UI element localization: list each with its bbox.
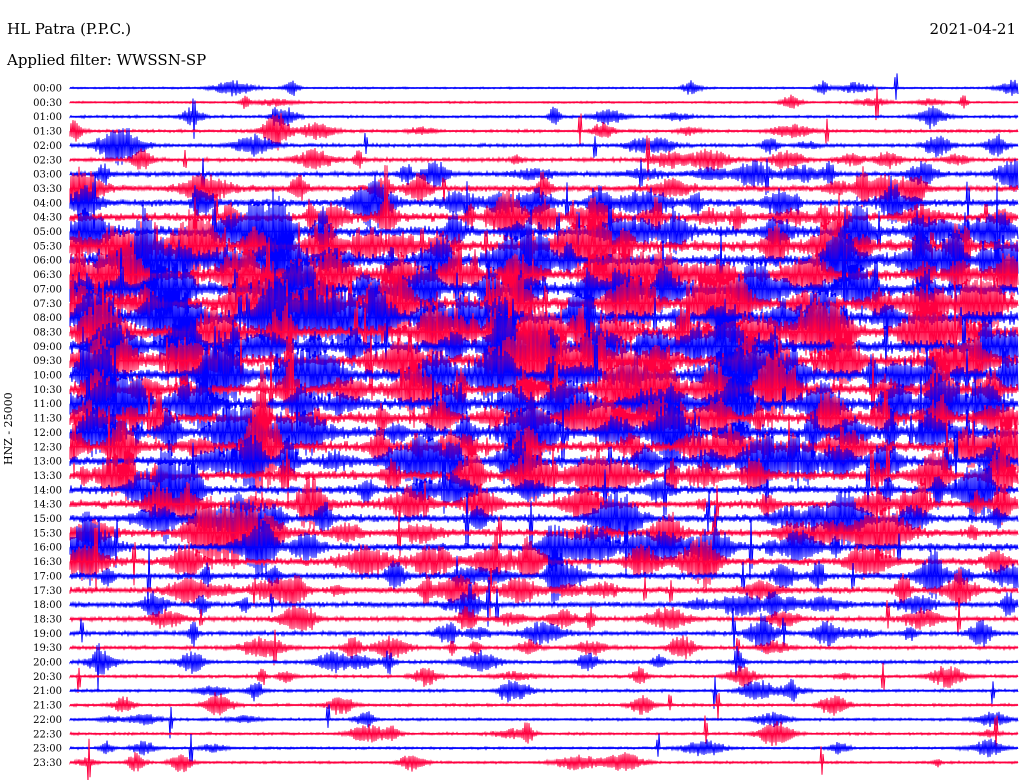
time-tick-label: 07:00 [33, 284, 62, 295]
time-tick-label: 06:00 [33, 256, 62, 267]
seismic-trace-1400 [69, 440, 1019, 545]
time-tick-label: 11:30 [33, 414, 62, 425]
seismic-trace-0000 [69, 73, 1019, 100]
time-tick-label: 05:30 [33, 241, 62, 252]
time-tick-label: 21:30 [33, 701, 62, 712]
time-tick-label: 17:30 [33, 586, 62, 597]
seismic-trace-0330 [69, 165, 1019, 226]
seismic-trace-1200 [69, 391, 1019, 489]
seismic-trace-0030 [69, 87, 1019, 121]
time-tick-label: 19:30 [33, 643, 62, 654]
seismic-trace-0600 [69, 204, 1019, 325]
time-tick-label: 02:30 [33, 155, 62, 166]
time-tick-label: 16:30 [33, 557, 62, 568]
seismic-trace-0630 [69, 211, 1019, 329]
time-tick-label: 15:30 [33, 528, 62, 539]
time-tick-label: 03:30 [33, 184, 62, 195]
seismic-trace-2300 [69, 733, 1019, 767]
time-tick-label: 08:00 [33, 313, 62, 324]
seismic-trace-2330 [69, 738, 1019, 780]
time-tick-label: 07:30 [33, 299, 62, 310]
time-tick-label: 14:00 [33, 485, 62, 496]
time-tick-label: 00:00 [33, 84, 62, 95]
date-label: 2021-04-21 [929, 20, 1016, 38]
time-tick-label: 13:30 [33, 471, 62, 482]
seismic-trace-1600 [69, 511, 1019, 586]
time-tick-label: 20:00 [33, 658, 62, 669]
seismic-trace-1330 [69, 439, 1019, 514]
time-tick-label: 09:30 [33, 356, 62, 367]
time-tick-label: 22:00 [33, 715, 62, 726]
seismic-trace-1830 [69, 597, 1019, 636]
time-tick-label: 16:00 [33, 543, 62, 554]
station-title: HL Patra (P.P.C.) [7, 20, 132, 38]
time-tick-label: 12:00 [33, 428, 62, 439]
time-tick-label: 20:30 [33, 672, 62, 683]
filter-label: Applied filter: WWSSN-SP [7, 51, 207, 69]
seismic-trace-0730 [69, 253, 1019, 355]
time-tick-label: 01:00 [33, 112, 62, 123]
seismic-trace-2030 [69, 662, 1019, 694]
time-tick-label: 05:00 [33, 227, 62, 238]
seismic-trace-0430 [69, 165, 1019, 250]
time-tick-label: 00:30 [33, 98, 62, 109]
time-tick-label: 04:30 [33, 213, 62, 224]
seismic-trace-1100 [69, 357, 1019, 461]
time-tick-label: 23:00 [33, 744, 62, 755]
time-tick-label: 14:30 [33, 500, 62, 511]
time-tick-label: 10:30 [33, 385, 62, 396]
time-tick-label: 22:30 [33, 729, 62, 740]
time-tick-label: 23:30 [33, 758, 62, 769]
time-tick-label: 08:30 [33, 327, 62, 338]
seismic-trace-1900 [69, 607, 1019, 652]
time-tick-label: 10:00 [33, 371, 62, 382]
time-tick-label: 18:00 [33, 600, 62, 611]
time-tick-label: 18:30 [33, 614, 62, 625]
seismic-trace-0400 [69, 173, 1019, 233]
time-tick-label: 19:00 [33, 629, 62, 640]
time-tick-label: 15:00 [33, 514, 62, 525]
time-tick-label: 06:30 [33, 270, 62, 281]
time-tick-label: 11:00 [33, 399, 62, 410]
seismic-trace-1630 [69, 526, 1019, 593]
time-tick-label: 12:30 [33, 442, 62, 453]
time-tick-label: 04:00 [33, 198, 62, 209]
time-tick-label: 03:00 [33, 170, 62, 181]
time-tick-label: 17:00 [33, 571, 62, 582]
time-tick-label: 09:00 [33, 342, 62, 353]
seismic-trace-1000 [69, 326, 1019, 428]
time-tick-label: 02:00 [33, 141, 62, 152]
time-tick-label: 01:30 [33, 127, 62, 138]
time-tick-label: 13:00 [33, 457, 62, 468]
time-tick-label: 21:00 [33, 686, 62, 697]
